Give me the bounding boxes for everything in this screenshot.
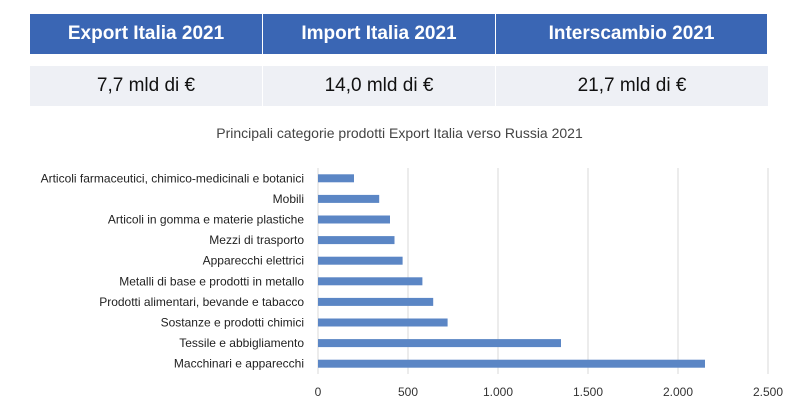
category-label: Articoli in gomma e materie plastiche <box>108 213 304 227</box>
bar <box>318 339 561 348</box>
x-tick-label: 1.000 <box>483 385 513 399</box>
x-tick-label: 0 <box>315 385 322 399</box>
bar <box>318 256 403 265</box>
category-label: Articoli farmaceutici, chimico-medicinal… <box>41 171 304 185</box>
interscambio-value: 21,7 mld di € <box>496 66 768 106</box>
bar <box>318 318 448 327</box>
category-label: Mobili <box>273 192 304 206</box>
category-label: Metalli di base e prodotti in metallo <box>119 274 304 288</box>
kpi-table: Export Italia 2021 Import Italia 2021 In… <box>30 14 768 106</box>
category-label: Tessile e abbigliamento <box>179 336 304 350</box>
category-label: Mezzi di trasporto <box>209 233 304 247</box>
bar-chart: 0 500 1.000 1.500 2.000 2.500 Articoli farmace… <box>41 168 783 399</box>
import-value: 14,0 mld di € <box>263 66 496 106</box>
import-header: Import Italia 2021 <box>263 14 496 54</box>
category-label: Prodotti alimentari, bevande e tabacco <box>99 295 304 309</box>
category-label: Apparecchi elettrici <box>203 254 304 268</box>
bar <box>318 174 354 183</box>
export-header: Export Italia 2021 <box>30 14 263 54</box>
bar <box>318 297 434 306</box>
x-tick-label: 2.000 <box>663 385 693 399</box>
chart-title: Principali categorie prodotti Export Ita… <box>216 125 583 141</box>
bar <box>318 359 705 368</box>
x-tick-label: 2.500 <box>753 385 783 399</box>
interscambio-header: Interscambio 2021 <box>496 14 768 54</box>
bar <box>318 215 390 224</box>
bar <box>318 236 395 245</box>
bar <box>318 277 423 286</box>
category-label: Macchinari e apparecchi <box>174 357 304 371</box>
bar <box>318 194 380 203</box>
x-tick-label: 1.500 <box>573 385 603 399</box>
export-value: 7,7 mld di € <box>30 66 263 106</box>
category-label: Sostanze e prodotti chimici <box>161 316 304 330</box>
x-tick-label: 500 <box>398 385 418 399</box>
